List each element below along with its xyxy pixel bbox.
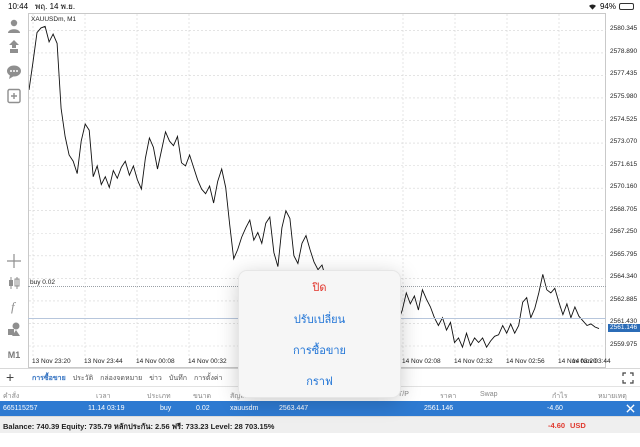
- time-tick-label: 14 Nov 00:32: [188, 358, 227, 365]
- time-axis: 13 Nov 23:20 13 Nov 23:44 14 Nov 00:08 14 N…: [28, 357, 611, 368]
- position-row[interactable]: 665115257 11.14 03:19 buy 0.02 xauusdm 2…: [0, 401, 640, 416]
- price-tick-label: 2571.615: [610, 160, 638, 168]
- row-symbol: xauusdm: [230, 405, 259, 412]
- time-tick-label: 14 Nov 03:44: [572, 358, 611, 365]
- price-tick-label: 2573.070: [610, 138, 638, 146]
- price-tick-label: 2578.890: [610, 47, 638, 55]
- row-open-price: 2563.447: [279, 405, 309, 412]
- time-tick-label: 14 Nov 02:56: [506, 358, 545, 365]
- new-order-icon[interactable]: [4, 87, 24, 105]
- battery-percent: 94%: [599, 2, 616, 11]
- status-right: 94%: [588, 0, 634, 13]
- time-tick-label: 14 Nov 00:08: [136, 358, 175, 365]
- price-tick-label: 2577.435: [610, 70, 638, 78]
- row-current-price: 2561.146: [424, 405, 454, 412]
- bottom-strip: [0, 433, 640, 447]
- price-tick-label: 2565.795: [610, 250, 638, 258]
- time-tick-label: 14 Nov 02:32: [454, 358, 493, 365]
- row-profit: -4.60: [547, 405, 563, 412]
- account-icon[interactable]: [4, 17, 24, 35]
- menu-close-position[interactable]: ปิด: [239, 271, 400, 303]
- add-icon[interactable]: +: [6, 369, 15, 385]
- chart-canvas: [29, 14, 607, 358]
- row-order: 665115257: [3, 405, 38, 412]
- price-tick-label: 2580.345: [610, 25, 638, 33]
- col-profit: กำไร: [552, 393, 568, 400]
- row-type: buy: [160, 405, 172, 412]
- col-tp: T/P: [398, 391, 409, 398]
- time-tick-label: 13 Nov 23:44: [84, 358, 123, 365]
- col-price: ราคา: [440, 393, 457, 400]
- profit-currency: USD: [570, 421, 586, 430]
- price-tick-label: 2559.975: [610, 340, 638, 348]
- col-order: คำสั่ง: [3, 393, 20, 400]
- col-time: เวลา: [96, 393, 111, 400]
- clock-time: 10:44: [8, 2, 29, 11]
- col-size: ขนาด: [193, 393, 212, 400]
- price-series-line: [29, 25, 600, 349]
- price-tick-label: 2564.340: [610, 273, 638, 281]
- chat-icon[interactable]: [4, 63, 24, 81]
- symbol-label: XAUUSDm, M1: [31, 16, 77, 23]
- menu-modify-position[interactable]: ปรับเปลี่ยน: [239, 303, 400, 335]
- balance-summary: Balance: 740.39 Equity: 735.79 หลักประกั…: [3, 422, 275, 431]
- price-axis: 2561.146 2580.345 2578.890 2577.435 2575.98…: [606, 13, 640, 368]
- battery-icon: [619, 3, 634, 10]
- trade-arrows-icon[interactable]: [4, 38, 24, 56]
- tab-item[interactable]: บันทึก: [168, 375, 187, 382]
- status-bar: 10:44 พฤ. 14 พ.ย. 94%: [0, 0, 640, 13]
- col-comment: หมายเหตุ: [598, 393, 627, 400]
- row-size: 0.02: [196, 405, 210, 412]
- close-position-icon[interactable]: [626, 404, 635, 413]
- tab-item[interactable]: ประวัติ: [72, 375, 94, 382]
- price-tick-label: 2575.980: [610, 92, 638, 100]
- crosshair-icon[interactable]: [4, 252, 24, 270]
- balance-bar: Balance: 740.39 Equity: 735.79 หลักประกั…: [0, 416, 640, 433]
- tab-item[interactable]: ข่าว: [149, 375, 162, 382]
- time-tick-label: 13 Nov 23:20: [32, 358, 71, 365]
- row-time: 11.14 03:19: [88, 405, 125, 412]
- timeframe-button[interactable]: M1: [7, 350, 21, 360]
- menu-chart[interactable]: กราฟ: [239, 365, 400, 397]
- time-tick-label: 14 Nov 02:08: [402, 358, 441, 365]
- total-profit: -4.60: [548, 421, 566, 430]
- expand-icon[interactable]: [622, 372, 634, 384]
- chart-toolbar: f M1: [0, 13, 28, 368]
- position-action-menu: ปิด ปรับเปลี่ยน การซื้อขาย กราฟ: [239, 271, 400, 397]
- svg-text:f: f: [11, 299, 17, 314]
- objects-icon[interactable]: [4, 320, 24, 338]
- price-tick-label: 2562.885: [610, 295, 638, 303]
- price-tick-label: 2561.430: [610, 318, 638, 326]
- price-tick-label: 2568.705: [610, 205, 638, 213]
- price-tick-label: 2567.250: [610, 228, 638, 236]
- time-tick-label: 14 Nov 03:20: [558, 358, 597, 365]
- candles-icon[interactable]: [4, 274, 24, 292]
- tab-item[interactable]: กล่องจดหมาย: [100, 375, 143, 382]
- tab-item[interactable]: การตั้งค่า: [193, 375, 223, 382]
- current-price-tag: 2561.146: [608, 323, 640, 332]
- tab-item[interactable]: การซื้อขาย: [32, 375, 66, 382]
- status-date: พฤ. 14 พ.ย.: [35, 2, 76, 11]
- function-icon[interactable]: f: [4, 297, 24, 315]
- wifi-icon: [588, 4, 596, 10]
- col-swap: Swap: [480, 391, 498, 398]
- col-type: ประเภท: [147, 393, 171, 400]
- buy-order-label: buy 0.02: [30, 279, 55, 286]
- menu-trade[interactable]: การซื้อขาย: [239, 334, 400, 366]
- terminal-tabs: การซื้อขาย ประวัติ กล่องจดหมาย ข่าว บันทึก กา…: [32, 373, 222, 384]
- price-tick-label: 2570.160: [610, 183, 638, 191]
- price-tick-label: 2574.525: [610, 115, 638, 123]
